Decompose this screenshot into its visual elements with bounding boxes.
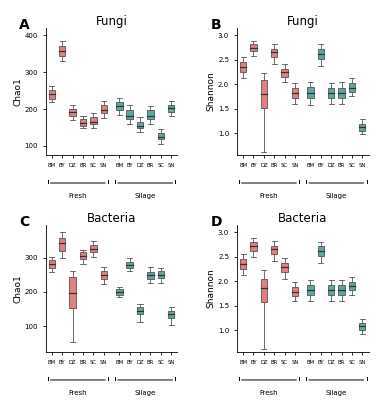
Bar (59, 46, 65, 56)
Bar (80, 252, 86, 259)
Text: B: B (211, 18, 221, 32)
Y-axis label: Chao1: Chao1 (13, 77, 22, 106)
Bar (318, 49, 324, 59)
Bar (127, 262, 133, 268)
Text: Fresh: Fresh (260, 193, 278, 199)
Bar (338, 88, 345, 98)
Bar (261, 279, 267, 302)
Bar (158, 271, 164, 278)
Text: C: C (19, 215, 30, 229)
Bar (338, 285, 345, 295)
Text: A: A (19, 18, 30, 32)
Title: Fungi: Fungi (287, 15, 318, 28)
Title: Fungi: Fungi (96, 15, 127, 28)
Title: Bacteria: Bacteria (278, 212, 327, 225)
Bar (59, 238, 65, 251)
Bar (137, 122, 143, 128)
Title: Bacteria: Bacteria (87, 212, 136, 225)
Bar (101, 271, 107, 279)
Bar (359, 124, 366, 131)
Bar (318, 246, 324, 256)
Bar (116, 289, 122, 295)
Bar (250, 44, 256, 51)
Bar (307, 87, 314, 98)
Bar (168, 311, 174, 318)
Bar (90, 117, 97, 124)
Bar (281, 262, 288, 272)
Y-axis label: Shannon: Shannon (207, 72, 216, 112)
Bar (328, 88, 334, 98)
Bar (70, 109, 76, 116)
Text: Silage: Silage (326, 390, 347, 396)
Bar (137, 307, 143, 314)
Bar (240, 259, 246, 269)
Bar (281, 68, 288, 77)
Bar (158, 133, 164, 139)
Bar (349, 282, 355, 290)
Bar (147, 272, 154, 279)
Bar (116, 102, 122, 110)
Text: Fresh: Fresh (260, 390, 278, 396)
Bar (261, 80, 267, 108)
Bar (101, 105, 107, 114)
Text: Silage: Silage (135, 193, 156, 199)
Text: D: D (211, 215, 222, 229)
Text: Fresh: Fresh (68, 390, 87, 396)
Bar (147, 110, 154, 119)
Bar (70, 278, 76, 308)
Bar (292, 88, 298, 98)
Bar (49, 260, 55, 268)
Bar (240, 62, 246, 72)
Bar (307, 285, 314, 295)
Bar (168, 105, 174, 112)
Bar (271, 49, 277, 57)
Bar (127, 110, 133, 119)
Bar (80, 119, 86, 126)
Bar (292, 287, 298, 296)
Bar (250, 242, 256, 251)
Y-axis label: Chao1: Chao1 (13, 274, 22, 303)
Text: Silage: Silage (326, 193, 347, 199)
Bar (90, 244, 97, 252)
Bar (49, 90, 55, 99)
Bar (271, 246, 277, 254)
Y-axis label: Shannon: Shannon (207, 268, 216, 308)
Text: Silage: Silage (135, 390, 156, 396)
Bar (328, 285, 334, 295)
Bar (359, 323, 366, 330)
Text: Fresh: Fresh (68, 193, 87, 199)
Bar (349, 83, 355, 92)
